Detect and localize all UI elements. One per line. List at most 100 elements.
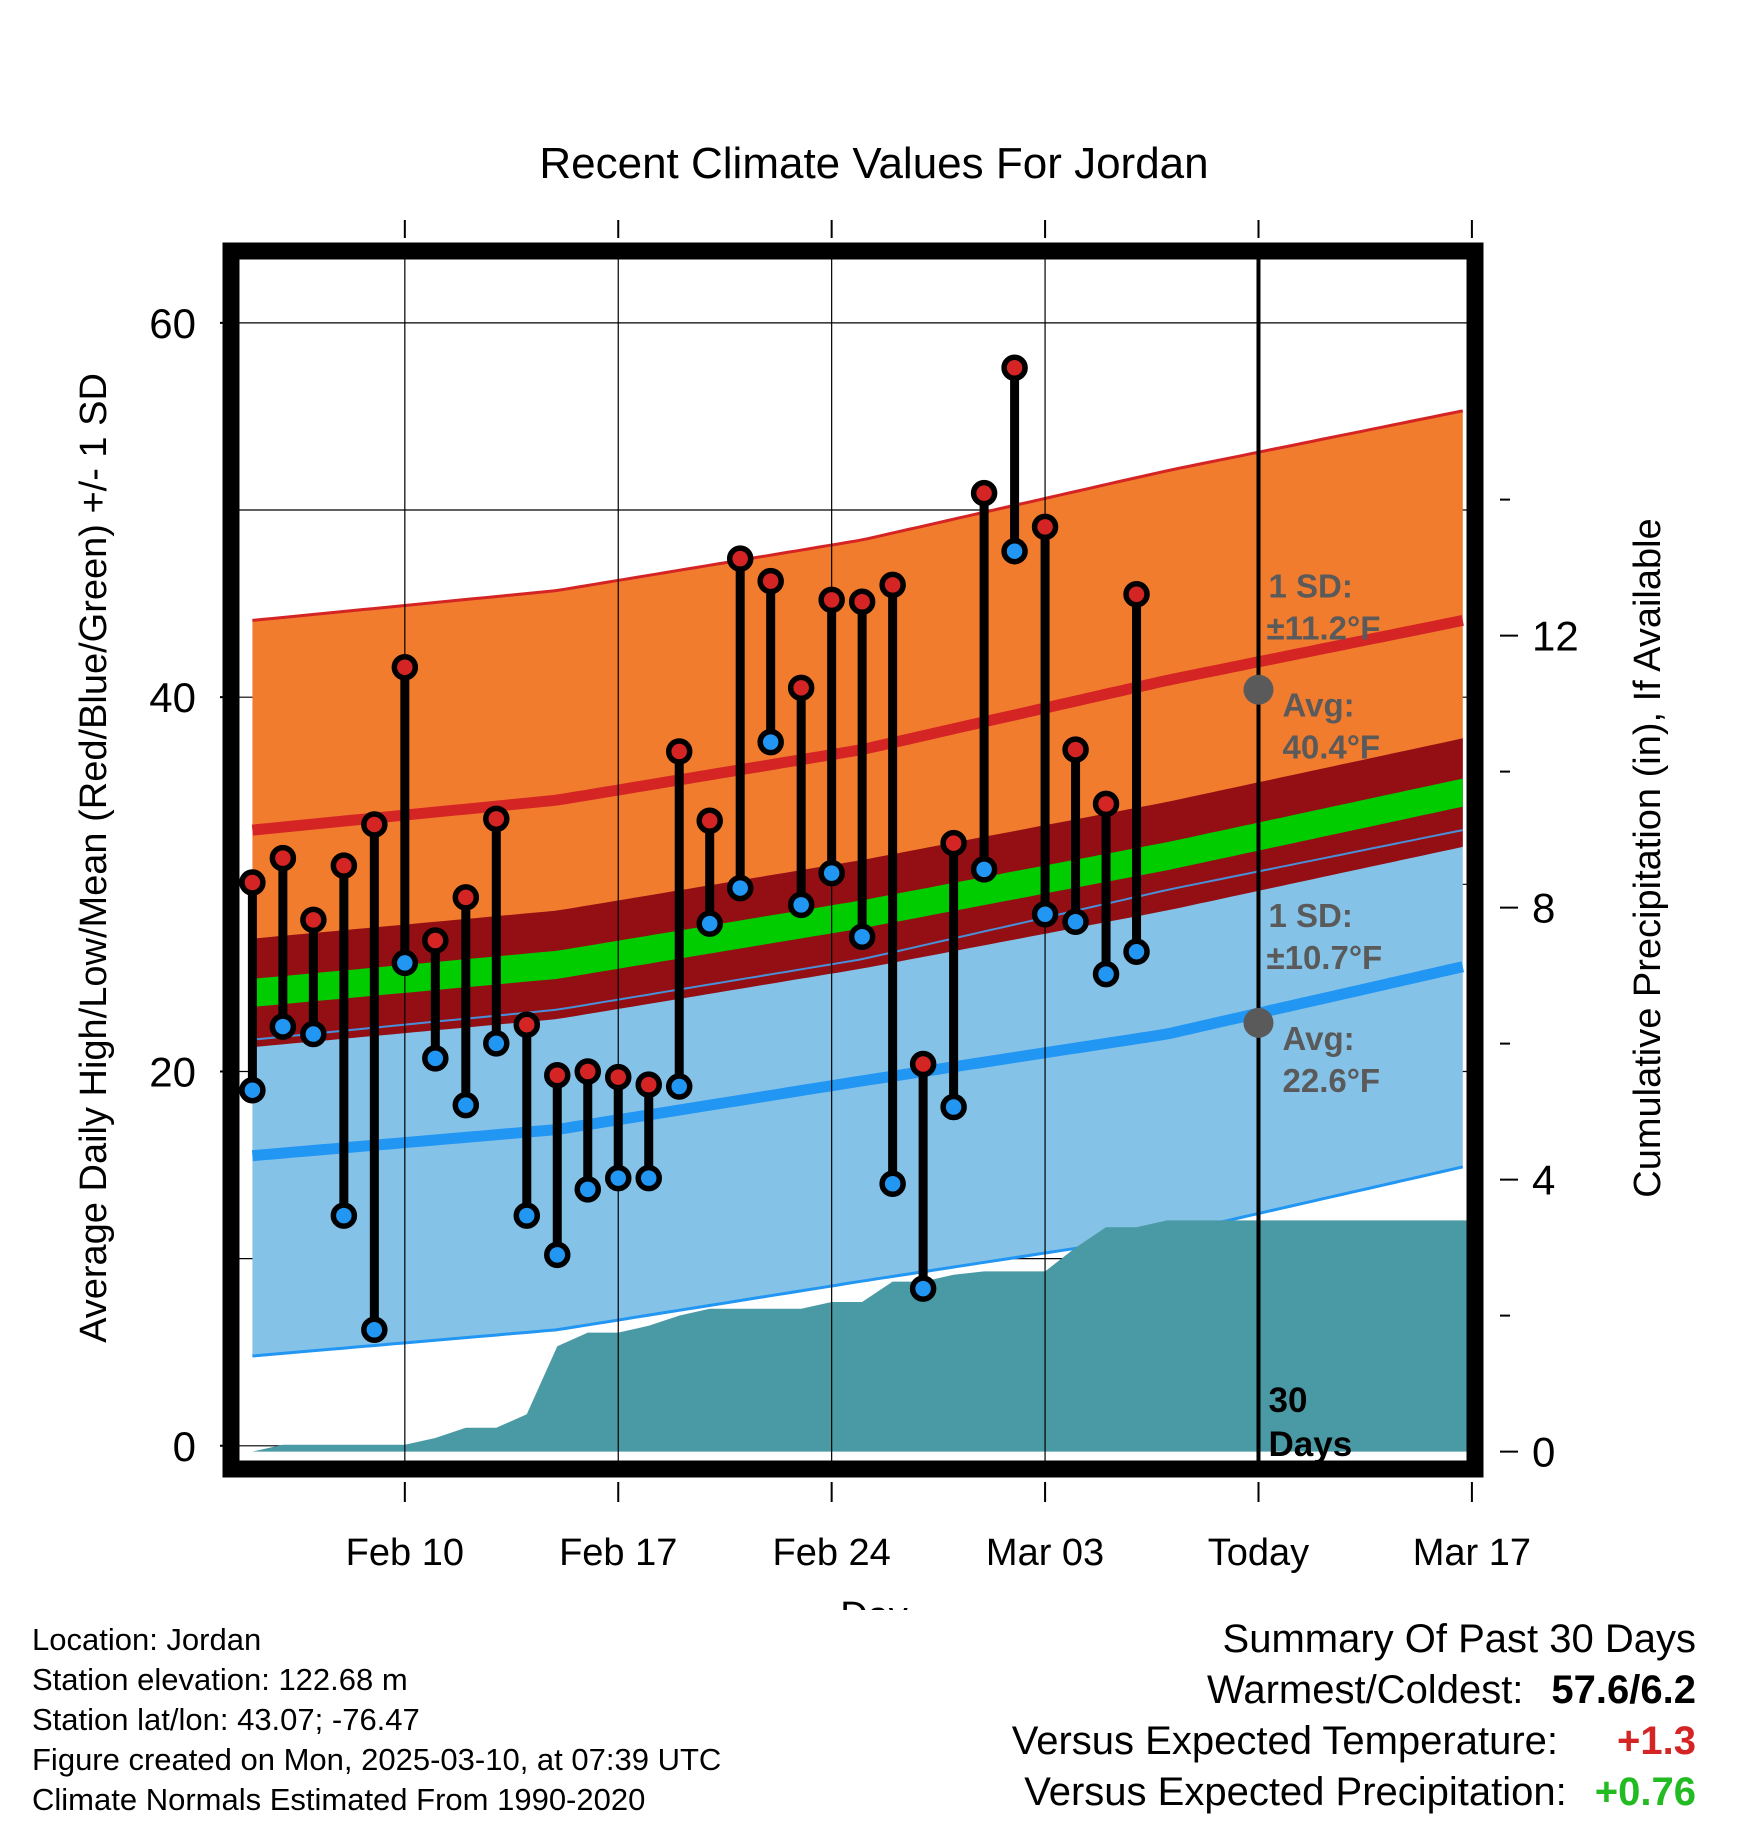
- climate-chart: Recent Climate Values For Jordan 1 SD: ±…: [73, 139, 1669, 1610]
- high-avg-dot: [1243, 674, 1274, 705]
- x-tick-label: Today: [1208, 1532, 1309, 1574]
- low-point: [422, 1045, 449, 1072]
- high-point: [757, 567, 784, 595]
- low-point: [757, 728, 784, 756]
- y-tick-label: 60: [149, 300, 196, 347]
- plot-border: [222, 242, 1484, 1478]
- y-axis-label: Average Daily High/Low/Mean (Red/Blue/Gr…: [73, 373, 115, 1343]
- high-point: [422, 927, 449, 954]
- low-point: [483, 1030, 510, 1057]
- high-low-points: [239, 354, 1150, 1344]
- high-sd-value: ±11.2°F: [1266, 610, 1380, 647]
- high-point: [818, 586, 845, 614]
- summary-title: Summary Of Past 30 Days: [1222, 1617, 1696, 1661]
- x-tick-label: Feb 10: [346, 1532, 464, 1574]
- x-tick-label: Mar 03: [986, 1532, 1104, 1574]
- low-point: [848, 923, 876, 950]
- plot-frame: [222, 242, 1484, 1478]
- high-point: [330, 852, 358, 879]
- created-text: Figure created on Mon, 2025-03-10, at 07…: [32, 1742, 722, 1777]
- low-point: [818, 859, 845, 887]
- high-low-bars: [247, 367, 1142, 1330]
- low-point: [391, 949, 419, 977]
- low-point: [879, 1170, 906, 1198]
- elevation-text: Station elevation: 122.68 m: [32, 1662, 408, 1697]
- high-point: [787, 674, 815, 702]
- days-label-line: Days: [1268, 1425, 1352, 1464]
- low-sd-lower-edge: [252, 1165, 1464, 1358]
- high-point: [1062, 736, 1089, 763]
- low-avg-value: 22.6°F: [1282, 1062, 1380, 1099]
- y-tick-label: 20: [149, 1048, 196, 1095]
- low-sd-value: ±10.7°F: [1266, 939, 1382, 976]
- annotations: 1 SD: ±11.2°F Avg: 40.4°F 1 SD: ±10.7°F …: [1243, 568, 1382, 1464]
- low-point: [513, 1202, 541, 1229]
- warmest-value: 57.6/6.2: [1551, 1668, 1696, 1712]
- precip-label: Versus Expected Precipitation:: [1024, 1770, 1567, 1814]
- high-point: [300, 906, 327, 934]
- chart-title: Recent Climate Values For Jordan: [539, 139, 1208, 188]
- low-point: [361, 1316, 388, 1344]
- days-label-line: 30: [1268, 1381, 1307, 1420]
- high-sd-upper-edge: [252, 409, 1464, 622]
- high-point: [879, 571, 906, 599]
- low-point: [1123, 938, 1150, 965]
- x-tick-label: Feb 17: [559, 1532, 677, 1574]
- low-point: [1031, 901, 1059, 928]
- high-sd-lower-edge: [252, 829, 1463, 1041]
- low-point: [726, 874, 754, 902]
- low-point: [665, 1073, 693, 1100]
- high-point: [940, 829, 967, 857]
- low-point: [604, 1164, 632, 1192]
- high-point: [544, 1061, 571, 1089]
- low-point: [1062, 908, 1089, 936]
- low-point: [970, 856, 998, 883]
- low-avg-label: Avg:: [1282, 1020, 1354, 1057]
- high-point: [1031, 513, 1059, 541]
- low-point: [909, 1275, 937, 1302]
- high-point: [604, 1063, 632, 1091]
- precip-fill: [252, 1220, 1478, 1452]
- high-point: [1092, 790, 1120, 818]
- low-point: [696, 910, 723, 937]
- low-point: [239, 1076, 266, 1104]
- x-axis-label: Day: [840, 1595, 908, 1610]
- temp-label: Versus Expected Temperature:: [1011, 1719, 1558, 1763]
- y2-tick-label: 12: [1532, 613, 1579, 660]
- high-point: [635, 1071, 662, 1098]
- x-tick-label: Feb 24: [773, 1532, 891, 1574]
- high-point: [696, 807, 723, 834]
- high-point: [239, 869, 266, 896]
- low-point: [635, 1164, 662, 1192]
- y2-axis-label: Cumulative Precipitation (in), If Availa…: [1627, 518, 1669, 1197]
- summary-panel: Summary Of Past 30 Days Warmest/Coldest:…: [796, 1614, 1696, 1818]
- high-avg-label: Avg:: [1282, 687, 1354, 724]
- high-point: [665, 738, 693, 765]
- low-point: [544, 1241, 571, 1269]
- x-tick-label: Mar 17: [1413, 1532, 1531, 1574]
- y2-tick-label: 4: [1532, 1157, 1555, 1204]
- warmest-label: Warmest/Coldest:: [1207, 1668, 1524, 1712]
- low-sd-label: 1 SD:: [1268, 897, 1352, 934]
- y2-tick-label: 8: [1532, 885, 1555, 932]
- normal-bands: [251, 409, 1465, 1358]
- high-point: [269, 844, 297, 872]
- normals-text: Climate Normals Estimated From 1990-2020: [32, 1782, 646, 1817]
- low-point: [787, 891, 815, 919]
- axes: 0 20 40 60 0 4 8 12 Feb 10 Feb 17 Feb 24 Mar 03 Toda…: [149, 220, 1579, 1574]
- low-point: [1001, 537, 1028, 565]
- low-point: [452, 1091, 480, 1119]
- low-point: [940, 1093, 967, 1121]
- high-point: [391, 653, 419, 681]
- low-point: [574, 1176, 602, 1203]
- high-avg-line: [251, 615, 1464, 836]
- high-avg-value: 40.4°F: [1282, 729, 1380, 766]
- latlon-text: Station lat/lon: 43.07; -76.47: [32, 1702, 420, 1737]
- high-point: [483, 805, 510, 833]
- low-point: [330, 1202, 358, 1229]
- temp-value: +1.3: [1617, 1719, 1696, 1763]
- high-point: [452, 884, 480, 911]
- high-point: [909, 1050, 937, 1078]
- high-point: [848, 588, 876, 615]
- high-point: [970, 479, 998, 507]
